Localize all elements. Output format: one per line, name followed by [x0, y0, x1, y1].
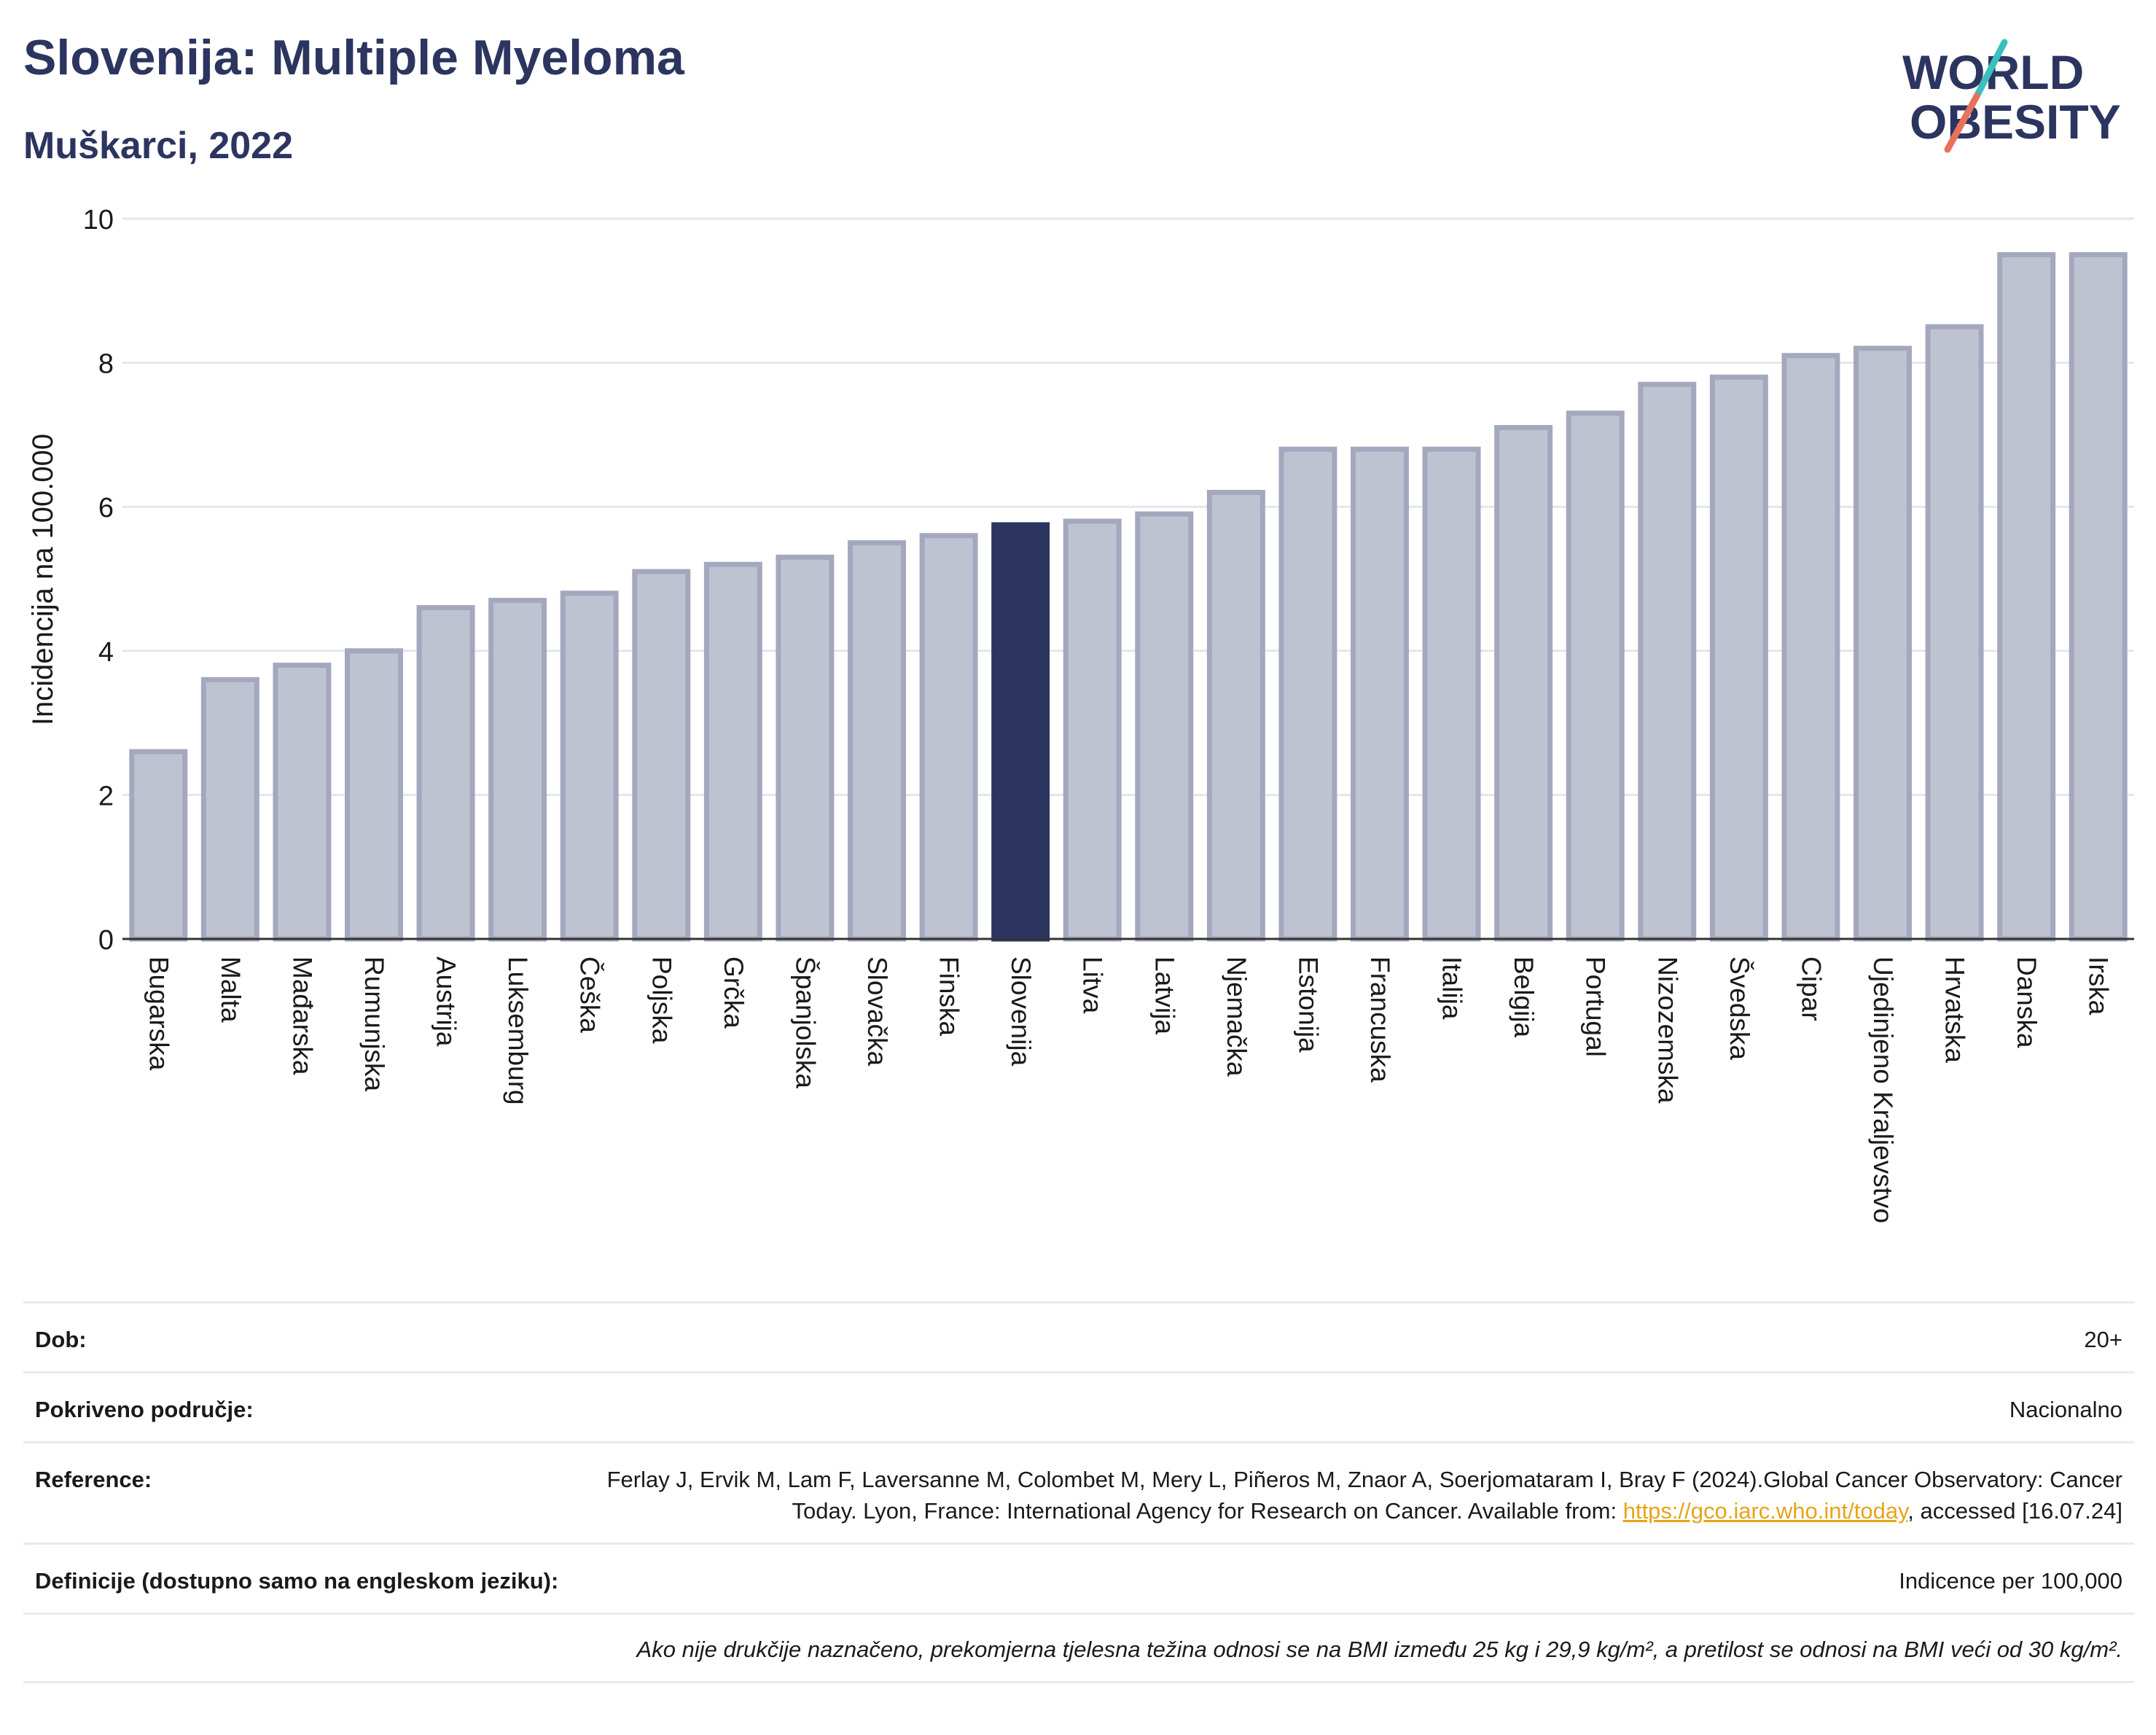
- bar: [1854, 346, 1912, 942]
- x-tick-label: Irska: [2084, 956, 2114, 1015]
- bar: [1925, 324, 1984, 942]
- bar: [273, 663, 332, 942]
- x-tick-label: Luksemburg: [503, 956, 533, 1105]
- x-tick-label: Portugal: [1581, 956, 1611, 1057]
- x-tick-label: Češka: [575, 956, 605, 1033]
- chart-subtitle: Muškarci, 2022: [23, 125, 294, 167]
- info-label: Pokriveno područje:: [35, 1397, 254, 1422]
- info-value: Nacionalno: [2009, 1397, 2122, 1422]
- bar: [488, 598, 547, 942]
- bar: [1638, 381, 1697, 942]
- x-tick-label: Finska: [934, 956, 964, 1036]
- x-tick-label: Malta: [216, 956, 246, 1023]
- info-label: Dob:: [35, 1327, 87, 1352]
- bar: [416, 605, 475, 942]
- x-tick-label: Belgija: [1509, 956, 1539, 1037]
- bar: [129, 749, 188, 942]
- y-axis: 0 2 4 6 8 10: [83, 205, 114, 956]
- x-tick-label: Nizozemska: [1652, 956, 1682, 1104]
- x-tick-label: Njemačka: [1222, 956, 1251, 1077]
- bar: [632, 569, 691, 942]
- bar: [1709, 374, 1768, 942]
- x-tick-label: Slovačka: [862, 956, 892, 1067]
- bar: [345, 648, 403, 942]
- bmi-note: Ako nije drukčije naznačeno, prekomjerna…: [23, 1615, 2134, 1683]
- y-tick-label: 2: [98, 781, 114, 811]
- bar: [991, 522, 1050, 942]
- info-value: Indicence per 100,000: [1899, 1568, 2122, 1594]
- info-row-age: Dob: 20+: [23, 1303, 2134, 1373]
- y-tick-label: 6: [98, 493, 114, 523]
- x-tick-label: Danska: [2012, 956, 2042, 1048]
- x-tick-label: Cipar: [1796, 956, 1826, 1021]
- x-tick-label: Slovenija: [1006, 956, 1036, 1067]
- x-tick-label: Francuska: [1365, 956, 1395, 1083]
- info-label: Reference:: [35, 1467, 152, 1492]
- y-tick-label: 8: [98, 349, 114, 380]
- bar: [1781, 353, 1840, 942]
- x-axis: Bugarska Malta Mađarska Rumunjska Austrija Lu…: [122, 937, 2134, 1223]
- info-row-reference: Reference: Ferlay J, Ervik M, Lam F, Lav…: [23, 1443, 2134, 1545]
- logo-slash-teal: [1973, 39, 2008, 100]
- x-tick-label: Švedska: [1725, 956, 1754, 1060]
- logo-line1: WORLD: [1902, 45, 2084, 99]
- world-obesity-logo: WORLD OBESITY: [1902, 39, 2121, 153]
- bar: [1206, 489, 1265, 942]
- x-tick-label: Litva: [1078, 956, 1108, 1014]
- bar: [1422, 446, 1481, 942]
- bar: [1135, 511, 1194, 942]
- x-tick-label: Bugarska: [144, 956, 173, 1071]
- x-tick-label: Ujedinjeno Kraljevstvo: [1868, 956, 1898, 1223]
- y-tick-label: 0: [98, 925, 114, 956]
- x-tick-label: Latvija: [1149, 956, 1179, 1034]
- y-axis-label: Incidencija na 100.000: [27, 434, 59, 725]
- bars: [129, 252, 2128, 942]
- info-table: Dob: 20+ Pokriveno područje: Nacionalno …: [23, 1301, 2134, 1683]
- x-tick-label: Mađarska: [287, 956, 317, 1075]
- x-tick-label: Estonija: [1293, 956, 1323, 1053]
- logo-slash-coral: [1944, 93, 1980, 153]
- x-tick-label: Rumunjska: [359, 956, 389, 1091]
- y-tick-label: 10: [83, 205, 114, 235]
- bar: [2069, 252, 2128, 942]
- x-tick-label: Grčka: [719, 956, 749, 1029]
- x-tick-label: Austrija: [431, 956, 461, 1047]
- bar: [703, 561, 762, 942]
- bar: [919, 533, 978, 942]
- bar: [200, 677, 259, 942]
- chart-title: Slovenija: Multiple Myeloma: [23, 30, 684, 85]
- y-tick-label: 4: [98, 637, 114, 668]
- info-row-definitions: Definicije (dostupno samo na engleskom j…: [23, 1545, 2134, 1615]
- reference-text: Ferlay J, Ervik M, Lam F, Laversanne M, …: [606, 1467, 2122, 1524]
- bar: [1566, 410, 1625, 942]
- reference-accessed: , accessed [16.07.24]: [1907, 1498, 2122, 1524]
- reference-link[interactable]: https://gco.iarc.who.int/today: [1622, 1498, 1908, 1524]
- bar: [1063, 518, 1122, 942]
- x-tick-label: Poljska: [647, 956, 676, 1044]
- bar: [776, 554, 835, 942]
- x-tick-label: Hrvatska: [1940, 956, 1970, 1063]
- x-tick-label: Italija: [1437, 956, 1467, 1020]
- bar: [1278, 446, 1337, 942]
- bar: [560, 590, 619, 942]
- bar: [1494, 425, 1553, 942]
- bar: [1351, 446, 1409, 942]
- bar: [1997, 252, 2056, 942]
- info-value: 20+: [2084, 1327, 2122, 1352]
- info-label: Definicije (dostupno samo na engleskom j…: [35, 1568, 559, 1594]
- bar: [848, 540, 906, 942]
- logo-line2: OBESITY: [1910, 95, 2121, 149]
- bar-chart: 0 2 4 6 8 10 Bugarska Malta Mađarska Rumunjska Au…: [27, 205, 2134, 1223]
- x-tick-label: Španjolska: [790, 956, 820, 1088]
- info-row-coverage: Pokriveno područje: Nacionalno: [23, 1373, 2134, 1443]
- reference-value: Ferlay J, Ervik M, Lam F, Laversanne M, …: [592, 1464, 2122, 1527]
